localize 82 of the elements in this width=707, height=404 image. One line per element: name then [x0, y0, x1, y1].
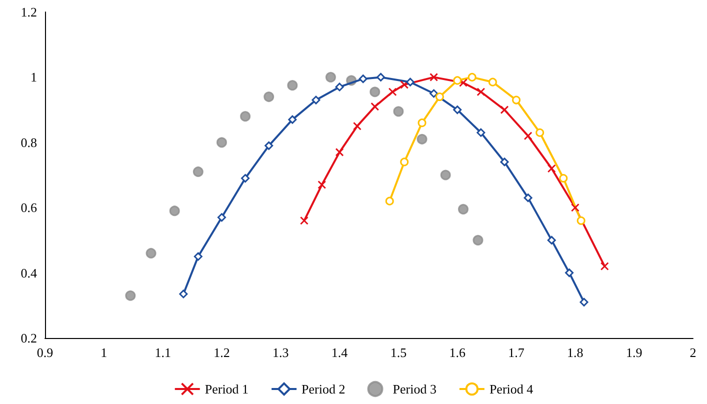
point [241, 174, 250, 183]
y-tick-label: 0.2 [20, 330, 37, 346]
point [536, 128, 544, 137]
point [440, 170, 451, 180]
point [393, 106, 404, 117]
x-tick-label: 1.4 [331, 345, 348, 360]
x-tick-label: 1.3 [272, 345, 289, 360]
point [430, 89, 438, 98]
point [312, 96, 320, 104]
point [468, 72, 476, 82]
point [325, 72, 336, 82]
point [192, 166, 204, 177]
point [264, 92, 274, 102]
legend-label: Period 1 [204, 382, 249, 396]
point [512, 96, 521, 104]
y-tick-label: 1.2 [20, 4, 37, 20]
point [335, 148, 344, 156]
point [240, 111, 251, 122]
x-tick-label: 0.9 [36, 345, 54, 360]
point [524, 132, 532, 140]
point [576, 216, 586, 225]
point [388, 88, 397, 96]
point [476, 128, 486, 137]
x-tick-label: 1.1 [154, 345, 171, 360]
x-tick-label: 1.8 [567, 345, 584, 360]
legend-label: Period 3 [392, 382, 436, 396]
point [418, 118, 426, 128]
point [288, 115, 297, 124]
legend-label: Period 4 [489, 382, 534, 396]
point [472, 234, 484, 246]
point [559, 174, 568, 183]
point [488, 78, 497, 86]
point [300, 216, 308, 225]
point [453, 106, 462, 114]
point [264, 141, 274, 150]
y-tick-label: 1 [30, 70, 37, 85]
x-tick-label: 1.6 [449, 345, 466, 360]
point [194, 252, 202, 261]
point [376, 72, 386, 82]
point [476, 88, 486, 96]
legend-label: Period 2 [302, 382, 346, 396]
point [580, 298, 588, 306]
point [600, 262, 609, 271]
point [385, 196, 394, 206]
x-tick-label: 1 [100, 345, 108, 360]
x-tick-label: 1.9 [626, 345, 642, 360]
point [547, 236, 556, 244]
point [146, 248, 156, 258]
point [565, 268, 574, 278]
point [524, 194, 532, 202]
y-tick-label: 0.4 [20, 265, 38, 280]
point [335, 82, 344, 92]
point [318, 180, 326, 190]
point [217, 213, 226, 222]
point [400, 80, 409, 89]
x-tick-label: 1.7 [508, 345, 525, 360]
point [547, 164, 556, 173]
point [458, 204, 469, 214]
point [406, 78, 414, 86]
point [459, 78, 468, 87]
x-tick-label: 1.2 [214, 345, 230, 360]
point [125, 290, 136, 301]
point [216, 137, 227, 148]
point [179, 290, 188, 298]
x-tick-label: 2 [690, 345, 696, 360]
y-tick-label: 0.6 [20, 200, 38, 216]
point [570, 203, 580, 212]
point [435, 92, 444, 102]
point [358, 74, 368, 84]
point [500, 106, 509, 114]
point [169, 206, 180, 216]
point [453, 76, 462, 85]
point [500, 158, 509, 166]
point [400, 158, 409, 166]
point [352, 122, 362, 130]
point [430, 72, 438, 82]
x-tick-label: 1.5 [390, 345, 407, 360]
point [370, 102, 380, 111]
y-tick-label: 0.8 [20, 134, 37, 150]
point [287, 80, 298, 91]
point [370, 86, 380, 98]
point [416, 134, 428, 144]
